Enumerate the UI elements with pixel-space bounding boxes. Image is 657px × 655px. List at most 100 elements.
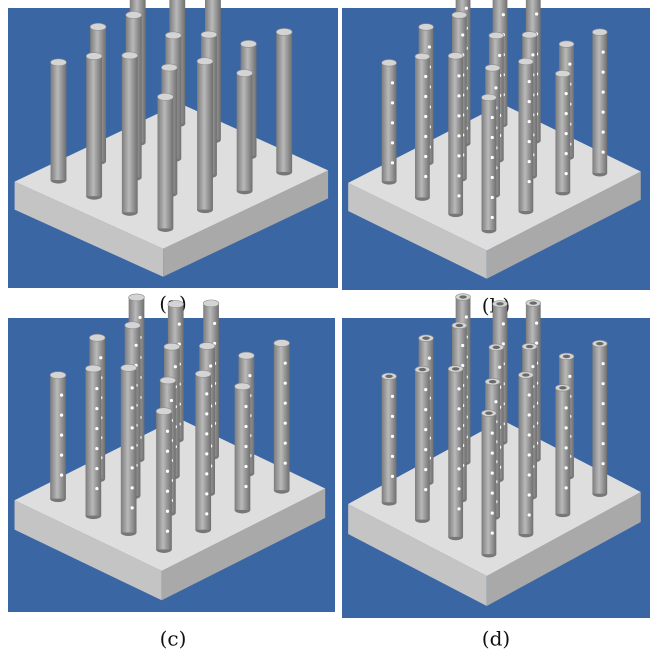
pin-top	[164, 343, 180, 350]
pin-top	[199, 342, 215, 349]
pin-top	[203, 300, 219, 307]
perforation	[457, 467, 460, 470]
perforation	[131, 446, 134, 449]
pin-top	[239, 352, 255, 359]
perforation	[602, 422, 605, 425]
perforation	[565, 172, 568, 175]
pin	[592, 340, 607, 497]
perforation	[244, 405, 247, 408]
perforation	[457, 387, 460, 390]
pin	[555, 70, 570, 195]
pin	[592, 29, 607, 177]
pin-body	[518, 62, 533, 211]
perforation	[602, 442, 605, 445]
pin-top	[237, 70, 253, 77]
pin	[415, 366, 430, 523]
pin	[482, 94, 497, 233]
pin-top	[121, 364, 137, 371]
perforation	[457, 94, 460, 97]
pin-top	[126, 11, 142, 18]
pin-hole	[456, 324, 463, 327]
perforation	[535, 322, 538, 325]
perforation	[491, 196, 494, 199]
perforation	[244, 465, 247, 468]
pin-top	[85, 365, 101, 372]
perforation	[166, 510, 169, 513]
perforation	[457, 154, 460, 157]
perforation	[166, 450, 169, 453]
pin-body	[482, 413, 497, 554]
pin-body	[122, 55, 138, 212]
perforation	[498, 54, 501, 57]
perforation	[131, 506, 134, 509]
pin-top	[160, 377, 176, 384]
perforation	[602, 462, 605, 465]
perforation	[531, 365, 534, 368]
pin	[156, 408, 172, 553]
perforation	[284, 422, 287, 425]
perforation	[178, 323, 181, 326]
pin-body	[592, 344, 607, 494]
perforation	[391, 141, 394, 144]
perforation	[457, 74, 460, 77]
perforation	[491, 512, 494, 515]
perforation	[502, 13, 505, 16]
pin	[86, 53, 102, 200]
perforation	[457, 487, 460, 490]
heat-sink-image	[8, 294, 335, 612]
pin-hole	[496, 302, 503, 305]
pin-body	[555, 74, 570, 192]
pin	[276, 28, 292, 175]
perforation	[528, 393, 531, 396]
pin	[518, 58, 533, 214]
perforation	[465, 315, 468, 318]
pin-top	[274, 340, 290, 347]
pin	[274, 340, 290, 494]
perforation	[391, 475, 394, 478]
pin-top	[89, 334, 105, 341]
pin-hole	[385, 375, 392, 378]
perforation	[491, 176, 494, 179]
perforation	[284, 402, 287, 405]
pin-top	[382, 59, 397, 66]
perforation	[494, 400, 497, 403]
perforation	[391, 435, 394, 438]
perforation	[205, 392, 208, 395]
perforation	[60, 414, 63, 417]
pin-top	[129, 294, 145, 301]
pin-hole	[419, 368, 426, 371]
heat-sink-image	[342, 294, 650, 618]
pin-hole	[596, 342, 603, 345]
pin-hole	[530, 301, 537, 304]
perforation	[424, 155, 427, 158]
perforation	[528, 453, 531, 456]
pin-top	[482, 94, 497, 101]
pin-hole	[422, 336, 429, 339]
perforation	[209, 364, 212, 367]
perforation	[213, 322, 216, 325]
perforation	[99, 356, 102, 359]
perforation	[424, 388, 427, 391]
perforation	[528, 160, 531, 163]
pin-top	[195, 370, 211, 377]
perforation	[565, 112, 568, 115]
perforation	[205, 412, 208, 415]
pin-body	[382, 63, 397, 181]
perforation	[461, 344, 464, 347]
perforation	[284, 382, 287, 385]
perforation	[565, 406, 568, 409]
pin	[85, 365, 101, 519]
perforation	[602, 362, 605, 365]
figure: (a) (b) (c) (d)	[0, 0, 657, 655]
perforation	[391, 121, 394, 124]
pin-top	[122, 52, 138, 59]
pin-top	[518, 58, 533, 65]
perforation	[60, 394, 63, 397]
perforation	[531, 53, 534, 56]
perforation	[565, 486, 568, 489]
pin	[51, 59, 67, 184]
pin-body	[121, 368, 137, 533]
perforation	[491, 452, 494, 455]
pin-hole	[563, 355, 570, 358]
pin	[157, 93, 173, 232]
